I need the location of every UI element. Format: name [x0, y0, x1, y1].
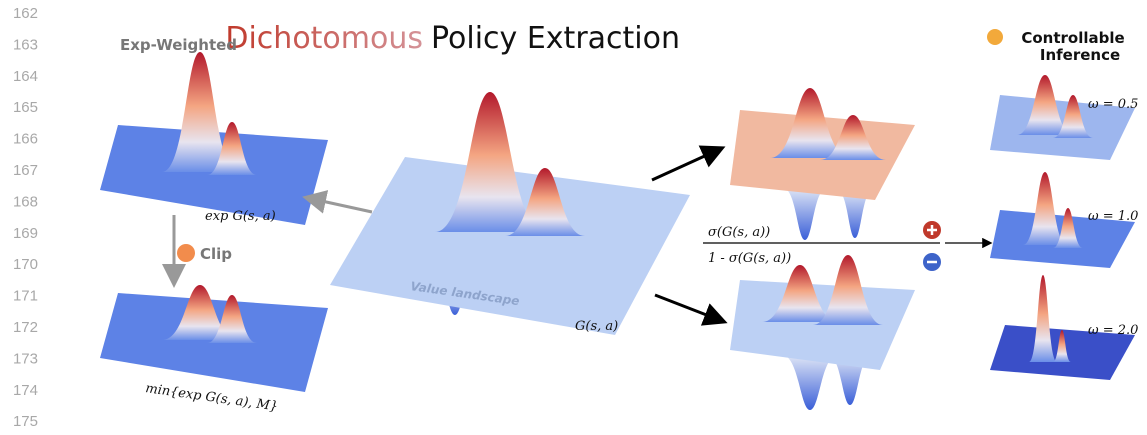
line-number: 169	[13, 225, 38, 242]
line-number: 166	[13, 131, 38, 148]
emoji-icon	[987, 29, 1003, 45]
surfaces	[100, 52, 1135, 410]
line-number: 173	[13, 350, 38, 367]
omega-label: ω = 0.5	[1088, 97, 1138, 112]
clip-label: Clip	[200, 245, 232, 263]
line-number: 175	[13, 413, 38, 430]
arrow	[655, 295, 722, 321]
omega-label: ω = 2.0	[1088, 323, 1138, 338]
bottom-label: min{exp G(s, a), M}	[144, 381, 278, 414]
line-number: 170	[13, 256, 38, 273]
center-label: G(s, a)	[575, 319, 618, 334]
left-title: Exp-Weighted	[120, 36, 237, 54]
line-number: 165	[13, 99, 38, 116]
line-number: 171	[13, 288, 38, 305]
denominator: 1 - σ(G(s, a))	[708, 251, 791, 266]
arrow	[308, 198, 372, 212]
title-plain: Policy Extraction	[431, 21, 680, 56]
top-label: exp G(s, a)	[205, 209, 276, 224]
line-number: 164	[13, 68, 38, 85]
dip	[783, 188, 827, 240]
arrow	[652, 149, 720, 180]
right-title-line: Controllable	[1021, 29, 1124, 47]
line-number: 168	[13, 193, 38, 210]
emoji-icon	[177, 244, 195, 262]
line-number: 167	[13, 162, 38, 179]
line-number: 172	[13, 319, 38, 336]
line-number: 174	[13, 382, 38, 399]
omega-label: ω = 1.0	[1088, 209, 1138, 224]
line-number: 163	[13, 36, 38, 53]
line-numbers: 162 163 164 165 166 167 168 169 170 171 172 173 174 1…	[13, 5, 38, 430]
line-number: 162	[13, 5, 38, 22]
right-title-line: Inference	[1040, 46, 1120, 64]
numerator: σ(G(s, a))	[708, 225, 770, 240]
figure: 162 163 164 165 166 167 168 169 170 171 172 173 174 1…	[0, 0, 1147, 435]
title-colored: Dichotomous	[225, 21, 423, 56]
